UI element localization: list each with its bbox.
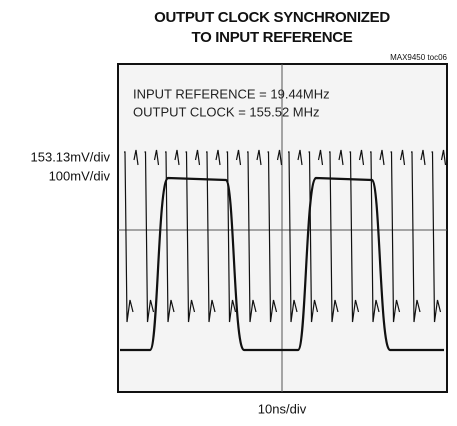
annotation: OUTPUT CLOCK = 155.52 MHz [133, 104, 320, 119]
figure: OUTPUT CLOCK SYNCHRONIZED TO INPUT REFER… [0, 0, 457, 426]
page: OUTPUT CLOCK SYNCHRONIZED TO INPUT REFER… [0, 0, 457, 426]
annotation: INPUT REFERENCE = 19.44MHz [133, 86, 330, 101]
vertical-scale: 153.13mV/div [31, 149, 111, 164]
vertical-scale: 100mV/div [49, 168, 111, 183]
figure-id: MAX9450 toc06 [390, 53, 447, 62]
title-line: TO INPUT REFERENCE [191, 29, 352, 46]
title-line: OUTPUT CLOCK SYNCHRONIZED [154, 9, 390, 26]
horizontal-scale: 10ns/div [258, 401, 307, 416]
